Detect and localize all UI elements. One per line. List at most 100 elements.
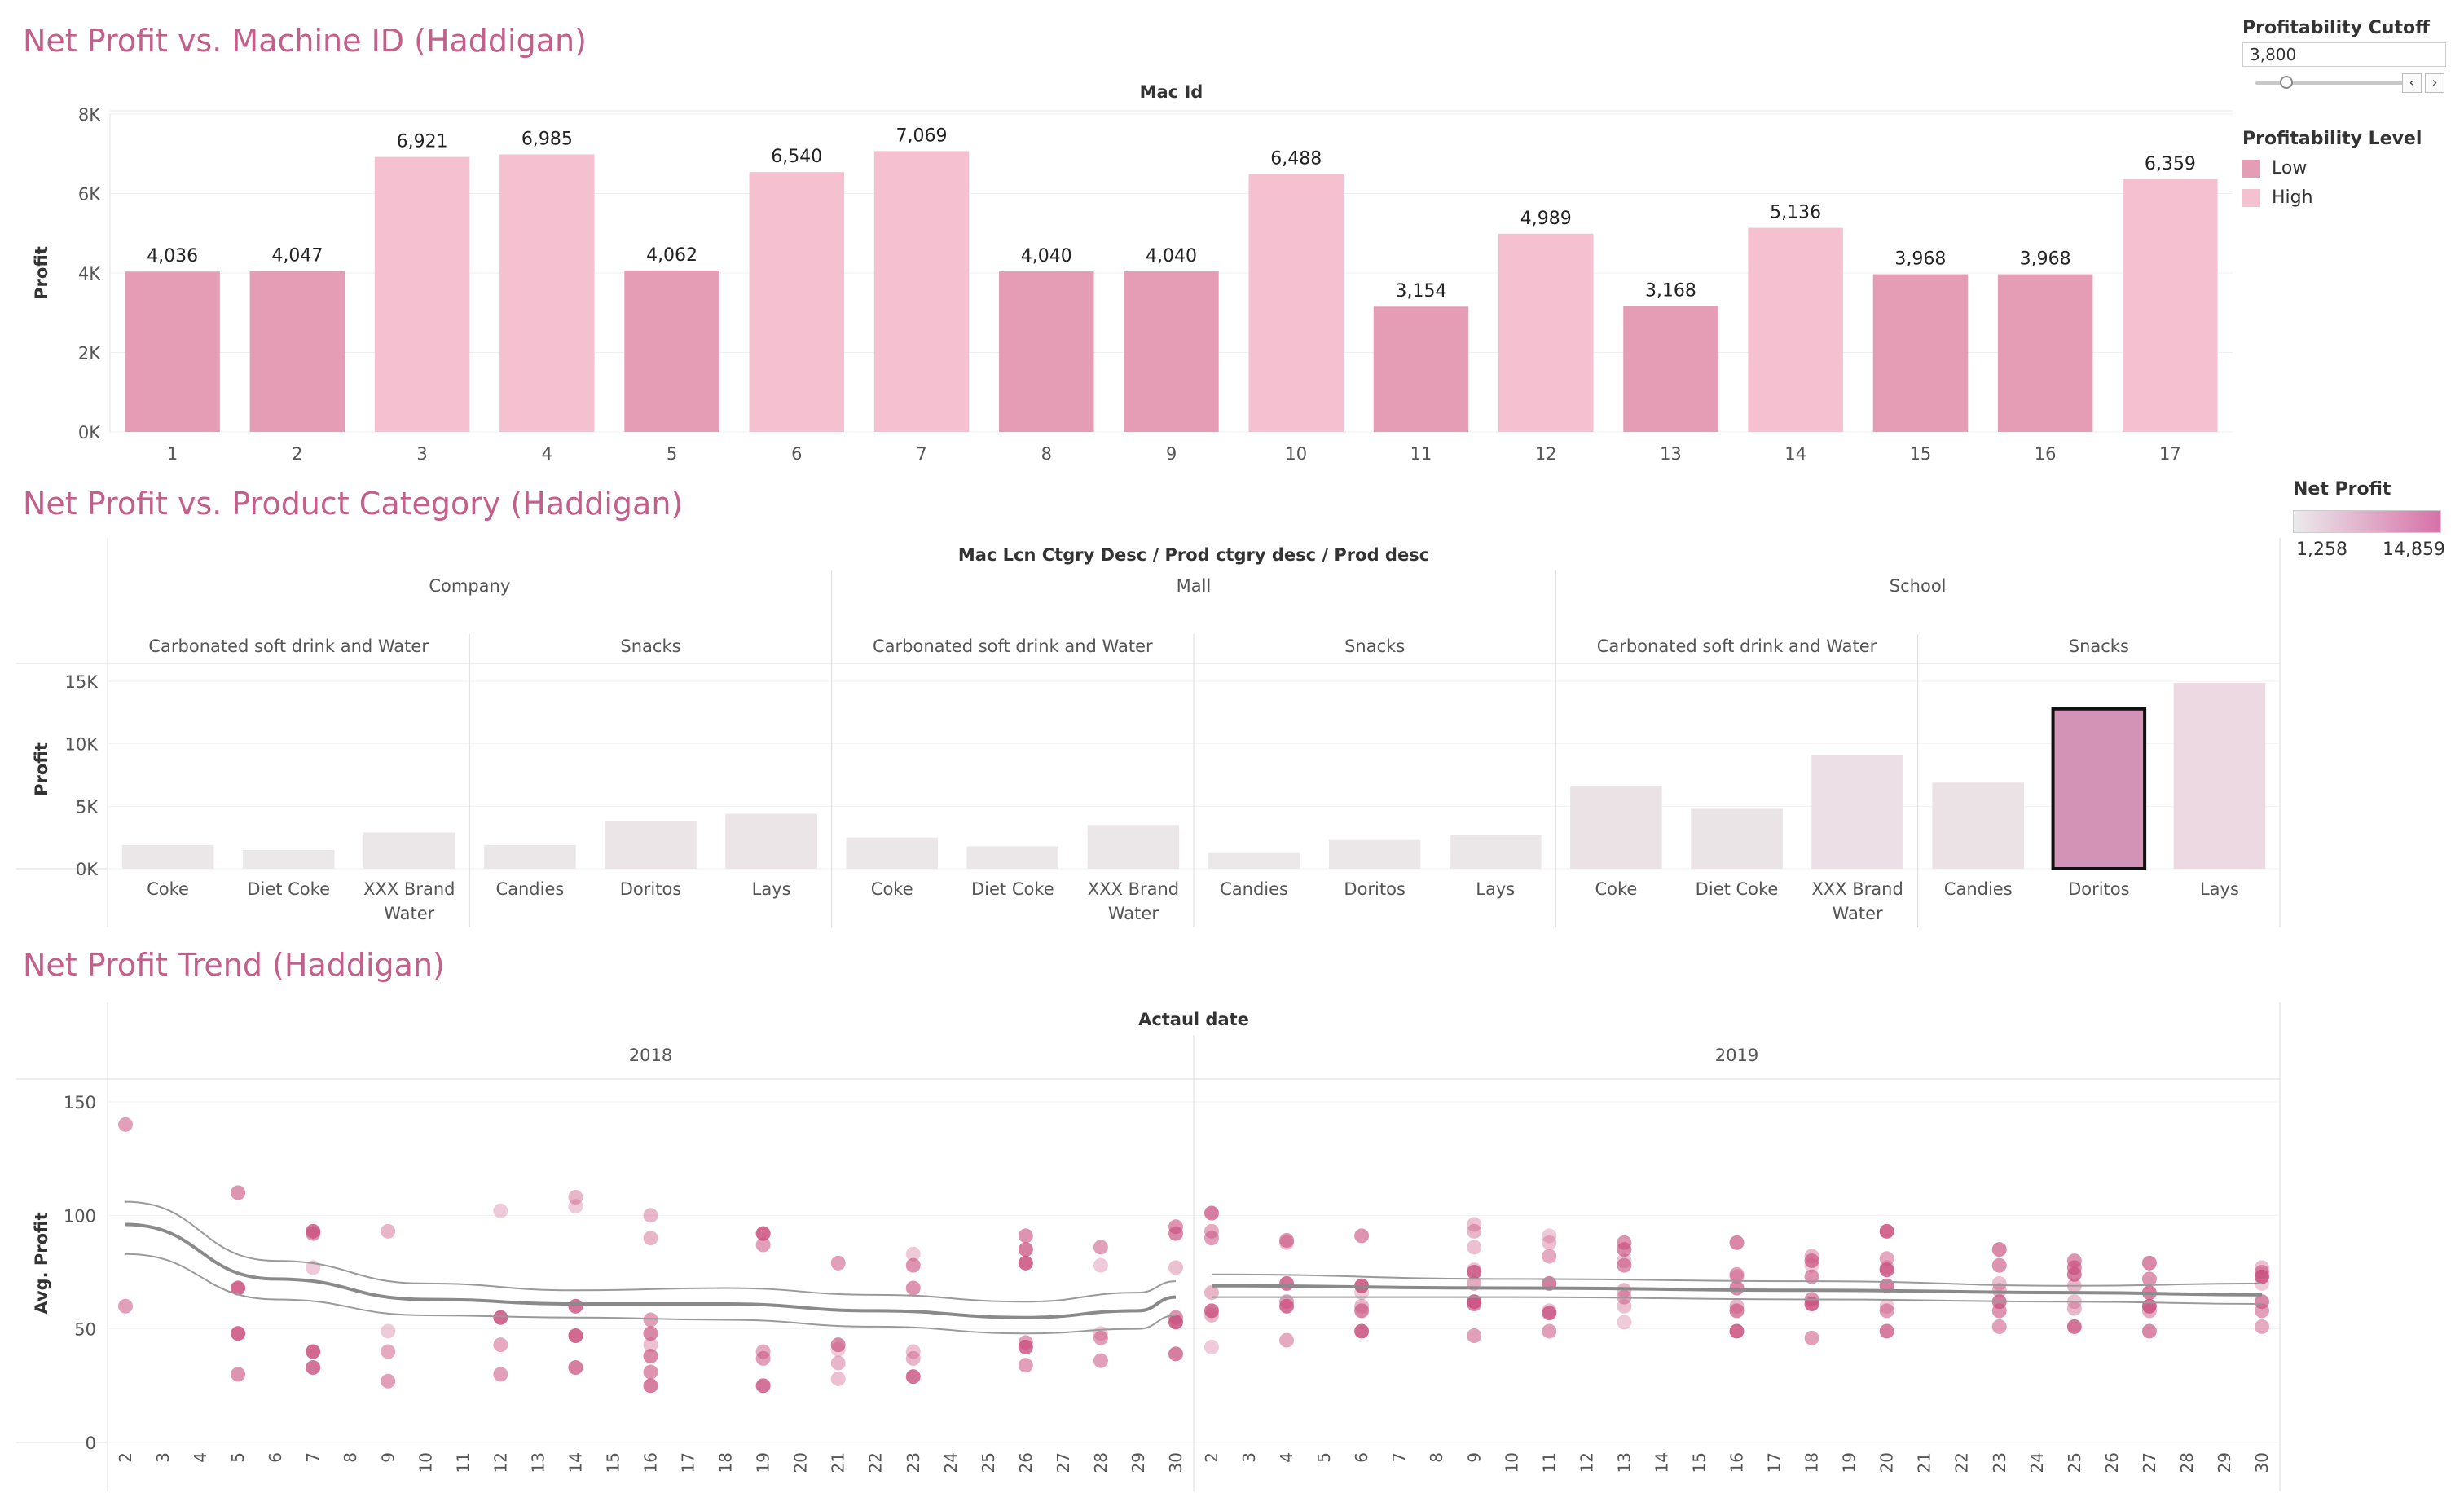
trend-point <box>1168 1226 1183 1241</box>
machine-bar-value-label: 4,989 <box>1520 209 1572 229</box>
trend-point <box>1991 1303 2007 1319</box>
category-y-tick: 15K <box>65 672 99 692</box>
trend-chart-title: Net Profit Trend (Haddigan) <box>23 947 445 983</box>
legend-label-low: Low <box>2272 158 2308 178</box>
trend-point <box>905 1257 921 1273</box>
category-bar <box>1328 839 1421 869</box>
machine-bar-value-label: 4,040 <box>1021 246 1072 266</box>
trend-point <box>1617 1257 1632 1273</box>
machine-bar <box>624 270 719 432</box>
trend-y-tick: 0 <box>86 1434 96 1453</box>
profitability-cutoff-slider[interactable] <box>2255 81 2410 85</box>
category-x-tick-line2: Water <box>1108 904 1159 923</box>
trend-point <box>1991 1275 2007 1291</box>
machine-y-tick: 6K <box>78 185 101 205</box>
legend-item-high[interactable]: High <box>2242 187 2313 208</box>
trend-point <box>1542 1235 1557 1250</box>
machine-bar <box>1872 274 1969 432</box>
trend-point <box>1279 1298 1295 1314</box>
trend-point <box>1204 1339 1219 1354</box>
trend-x-tick: 17 <box>679 1452 698 1473</box>
category-y-tick: 5K <box>76 797 99 817</box>
legend-item-low[interactable]: Low <box>2242 158 2307 178</box>
trend-x-tick: 10 <box>416 1452 435 1473</box>
category-y-axis-label: Profit <box>32 742 51 796</box>
trend-point <box>1729 1280 1745 1296</box>
trend-point <box>1168 1260 1183 1275</box>
trend-x-tick: 6 <box>266 1452 285 1463</box>
profitability-cutoff-label: Profitability Cutoff <box>2242 18 2430 38</box>
trend-band-lower <box>1212 1296 2263 1306</box>
trend-point <box>1204 1307 1219 1323</box>
trend-point <box>381 1373 396 1389</box>
category-x-tick-line2: Water <box>384 904 434 923</box>
machine-x-tick: 17 <box>2159 444 2181 464</box>
trend-point <box>1617 1298 1632 1314</box>
machine-bar <box>1373 306 1469 432</box>
trend-point <box>2255 1269 2269 1284</box>
profitability-cutoff-input[interactable] <box>2242 42 2446 67</box>
category-chart-header: Mac Lcn Ctgry Desc / Prod ctgry desc / P… <box>958 545 1429 565</box>
machine-y-tick: 2K <box>78 344 101 363</box>
category-x-tick: Lays <box>2200 879 2239 899</box>
trend-point <box>2255 1319 2269 1334</box>
trend-x-tick: 26 <box>2102 1452 2122 1473</box>
category-bar <box>605 821 697 869</box>
trend-x-tick: 8 <box>341 1452 360 1463</box>
trend-x-tick: 11 <box>1539 1452 1559 1473</box>
trend-band-upper <box>125 1200 1177 1303</box>
category-x-tick-line2: Water <box>1833 904 1883 923</box>
trend-point <box>1617 1242 1632 1257</box>
machine-bar <box>1748 227 1843 432</box>
trend-x-tick: 28 <box>1091 1452 1111 1473</box>
machine-bar <box>125 271 220 432</box>
category-x-tick: XXX Brand <box>1088 879 1179 899</box>
trend-point <box>643 1312 658 1328</box>
machine-bar-value-label: 3,168 <box>1645 281 1696 302</box>
category-x-tick: Diet Coke <box>1696 879 1779 899</box>
trend-x-tick: 7 <box>303 1452 323 1463</box>
trend-x-tick: 27 <box>1054 1452 1073 1473</box>
machine-bar-value-label: 7,069 <box>896 126 948 146</box>
category-x-tick: XXX Brand <box>363 879 455 899</box>
profitability-cutoff-slider-thumb[interactable] <box>2280 76 2293 89</box>
trend-x-tick: 5 <box>1314 1452 1334 1463</box>
trend-point <box>755 1378 771 1394</box>
trend-point <box>1804 1257 1819 1273</box>
trend-x-tick: 23 <box>904 1452 923 1473</box>
category-bar <box>1449 835 1542 869</box>
trend-point <box>381 1223 396 1239</box>
category-bar <box>846 837 939 869</box>
trend-point <box>568 1190 583 1205</box>
trend-x-tick: 16 <box>1727 1452 1747 1473</box>
trend-point <box>2066 1301 2082 1316</box>
category-name-label: Snacks <box>2069 636 2129 656</box>
trend-point <box>1467 1265 1482 1279</box>
machine-bar-value-label: 4,047 <box>271 246 323 266</box>
trend-point <box>1879 1303 1894 1319</box>
category-location-label: Company <box>429 576 510 596</box>
machine-bar <box>249 271 345 432</box>
trend-point <box>1279 1232 1295 1248</box>
machine-bar-value-label: 6,985 <box>521 129 573 149</box>
trend-x-tick: 6 <box>1352 1452 1371 1463</box>
trend-point <box>306 1344 321 1359</box>
trend-point <box>381 1323 396 1339</box>
trend-x-tick: 7 <box>1389 1452 1409 1463</box>
chevron-right-icon[interactable]: › <box>2425 73 2444 93</box>
trend-x-tick: 23 <box>1990 1452 2009 1473</box>
net-profit-legend: Net Profit <box>2293 479 2391 504</box>
trend-point <box>1018 1242 1033 1257</box>
trend-point <box>1168 1315 1183 1330</box>
chevron-left-icon[interactable]: ‹ <box>2402 73 2422 93</box>
category-name-label: Carbonated soft drink and Water <box>148 636 429 656</box>
trend-x-tick: 9 <box>378 1452 398 1463</box>
trend-point <box>1279 1275 1295 1291</box>
trend-point <box>1467 1223 1482 1239</box>
trend-point <box>1991 1257 2007 1273</box>
trend-x-tick: 25 <box>979 1452 998 1473</box>
trend-point <box>493 1203 508 1218</box>
category-bar <box>1691 808 1783 869</box>
profitability-level-legend-title: Profitability Level <box>2242 129 2422 149</box>
trend-band-lower <box>125 1253 1177 1335</box>
